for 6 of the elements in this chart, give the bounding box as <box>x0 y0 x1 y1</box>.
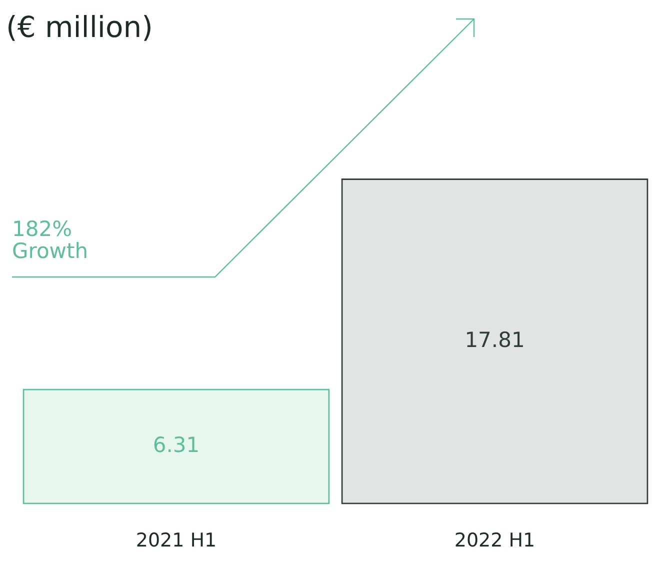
x-tick-label: 2021 H1 <box>136 530 217 552</box>
chart-title: (€ million) <box>6 10 153 44</box>
data-label: 6.31 <box>152 432 200 457</box>
annotation: 182% Growth <box>12 217 90 263</box>
data-label: 17.81 <box>464 328 525 352</box>
x-tick-label: 2022 H1 <box>454 530 536 552</box>
